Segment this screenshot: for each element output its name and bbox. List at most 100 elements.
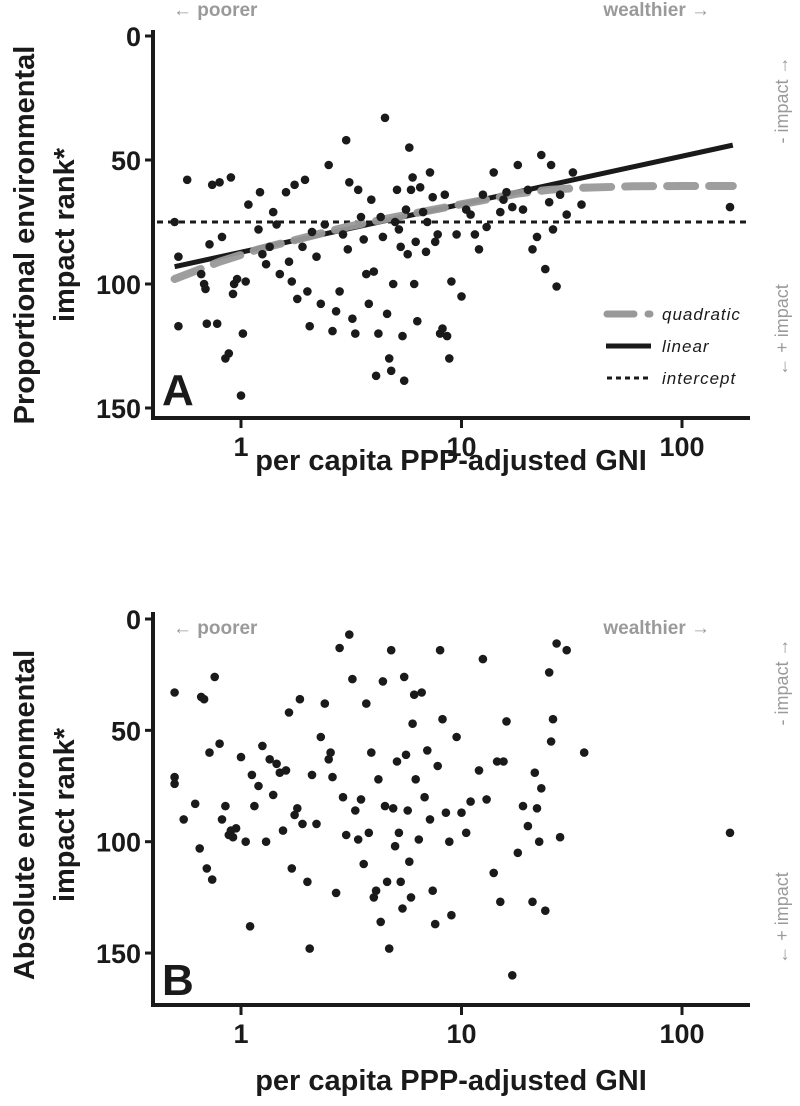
data-point	[210, 672, 219, 682]
panel-a: Proportional environmental impact rank* …	[9, 0, 792, 477]
data-point	[367, 748, 376, 757]
data-point	[562, 210, 571, 219]
data-point	[254, 781, 263, 791]
data-point	[293, 294, 302, 304]
data-point	[398, 904, 407, 913]
x-tick-label: 100	[659, 1019, 704, 1049]
data-point	[226, 173, 236, 182]
data-point	[532, 804, 542, 813]
data-point	[406, 185, 416, 195]
data-point	[414, 835, 424, 844]
data-point	[382, 309, 392, 319]
data-point	[338, 230, 348, 239]
data-point	[546, 737, 556, 746]
data-point	[335, 287, 344, 296]
data-point	[341, 830, 351, 840]
data-point	[324, 755, 334, 764]
data-point	[508, 202, 517, 212]
data-point	[380, 113, 390, 123]
data-point	[399, 672, 409, 682]
data-point	[523, 185, 533, 195]
data-point	[555, 832, 565, 842]
data-point	[470, 230, 480, 239]
data-point	[202, 864, 212, 873]
data-point	[261, 837, 271, 846]
data-point	[320, 699, 330, 708]
data-point	[278, 826, 288, 835]
data-point	[170, 217, 179, 227]
data-point	[398, 331, 407, 341]
data-point	[405, 857, 414, 866]
data-point	[552, 639, 561, 648]
data-point	[341, 135, 351, 145]
data-point	[312, 819, 321, 829]
data-point	[408, 173, 417, 182]
data-point	[316, 732, 326, 742]
legend-label-intercept: intercept	[662, 369, 736, 388]
y-axis-label-b: Absolute environmental impact rank*	[9, 650, 81, 980]
data-point	[362, 269, 371, 279]
data-point	[228, 289, 238, 299]
data-point	[205, 240, 214, 249]
data-point	[320, 220, 330, 229]
data-point	[376, 917, 386, 927]
data-point	[345, 630, 354, 639]
data-point	[386, 366, 396, 376]
data-point	[202, 319, 212, 329]
data-point	[492, 757, 502, 766]
data-point	[420, 792, 429, 802]
data-point	[265, 755, 275, 764]
data-point	[275, 269, 285, 279]
data-point	[401, 750, 411, 760]
y-ticks-b: 0 50 100 150	[96, 605, 153, 969]
data-point	[474, 766, 484, 775]
data-point	[537, 150, 546, 160]
axes-b	[151, 612, 750, 1007]
data-point	[466, 797, 475, 806]
data-point	[364, 828, 374, 838]
data-point	[217, 815, 227, 824]
data-point	[390, 841, 400, 851]
data-point	[290, 180, 299, 190]
data-point	[303, 287, 312, 296]
data-point	[376, 212, 386, 222]
data-point	[411, 775, 421, 784]
data-point	[474, 245, 484, 254]
data-point	[523, 821, 533, 831]
data-point	[513, 160, 523, 170]
data-point	[170, 688, 179, 697]
data-point	[415, 183, 425, 192]
annotation-more-impact-b: ← + impact	[772, 872, 792, 964]
data-point	[348, 674, 357, 684]
data-point	[537, 784, 546, 793]
data-point	[579, 748, 589, 757]
data-point	[392, 185, 402, 195]
y-tick-label: 0	[126, 22, 141, 52]
data-point	[305, 321, 315, 331]
data-point	[353, 835, 363, 844]
y-tick-label: 150	[96, 394, 141, 424]
data-point	[380, 801, 390, 811]
data-point	[231, 824, 241, 833]
data-point	[250, 801, 259, 811]
data-point	[367, 195, 376, 204]
data-point	[478, 654, 488, 664]
annotation-poorer-a: ← poorer	[173, 0, 258, 21]
data-point	[307, 227, 317, 237]
data-point	[196, 269, 206, 279]
data-point	[316, 299, 326, 309]
data-point	[190, 799, 200, 809]
data-point	[577, 200, 586, 209]
data-point	[418, 207, 428, 217]
data-point	[374, 329, 383, 338]
data-point	[205, 748, 214, 757]
data-point	[530, 768, 540, 777]
data-point	[324, 160, 334, 170]
data-point	[201, 284, 210, 294]
data-point	[399, 376, 409, 386]
data-point	[303, 877, 312, 887]
data-point	[482, 795, 491, 804]
data-point	[409, 279, 419, 289]
data-point	[293, 804, 302, 813]
data-point	[258, 741, 267, 751]
